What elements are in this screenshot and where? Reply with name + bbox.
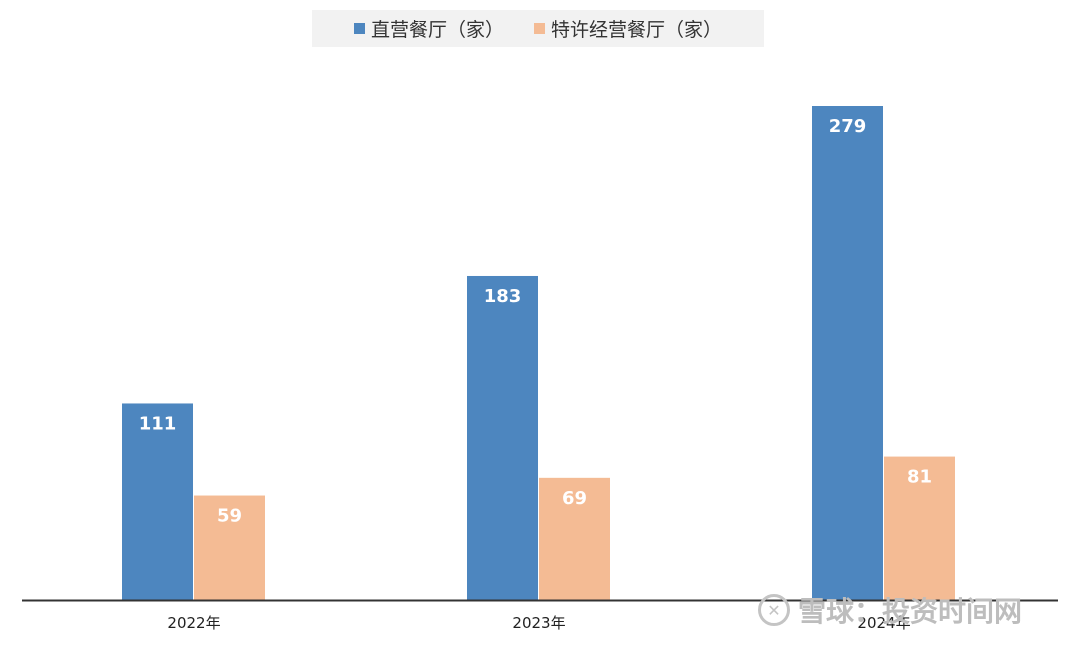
data-label-franchise-2: 69	[562, 488, 587, 509]
legend-swatch-direct	[353, 23, 365, 34]
x-tick-label-3: 2024年	[857, 614, 910, 632]
bar-direct-3	[812, 106, 883, 600]
data-label-direct-3: 279	[829, 116, 867, 137]
legend-label-franchise: 特许经营餐厅（家）	[551, 19, 723, 41]
bar-direct-2	[467, 275, 538, 600]
watermark: ✕ 雪球：投资时间网	[758, 590, 1022, 630]
watermark-text: 雪球：投资时间网	[798, 595, 1023, 628]
data-label-direct-1: 111	[139, 413, 177, 434]
data-label-direct-2: 183	[484, 286, 522, 307]
x-tick-label-1: 2022年	[167, 614, 220, 632]
legend-item-direct: 直营餐厅（家）	[353, 15, 504, 42]
legend-swatch-franchise	[534, 23, 545, 34]
legend: 直营餐厅（家） 特许经营餐厅（家）	[312, 10, 764, 47]
data-label-franchise-1: 59	[217, 506, 242, 527]
snowball-logo-icon: ✕	[758, 594, 790, 626]
legend-label-direct: 直营餐厅（家）	[370, 19, 504, 41]
bar-franchise-2	[539, 477, 610, 600]
bar-franchise-3	[884, 456, 955, 600]
x-tick-label-2: 2023年	[512, 614, 565, 632]
legend-item-franchise: 特许经营餐厅（家）	[534, 15, 722, 42]
bar-direct-1	[122, 403, 193, 600]
bar-franchise-1	[194, 495, 265, 600]
data-label-franchise-3: 81	[907, 467, 932, 488]
